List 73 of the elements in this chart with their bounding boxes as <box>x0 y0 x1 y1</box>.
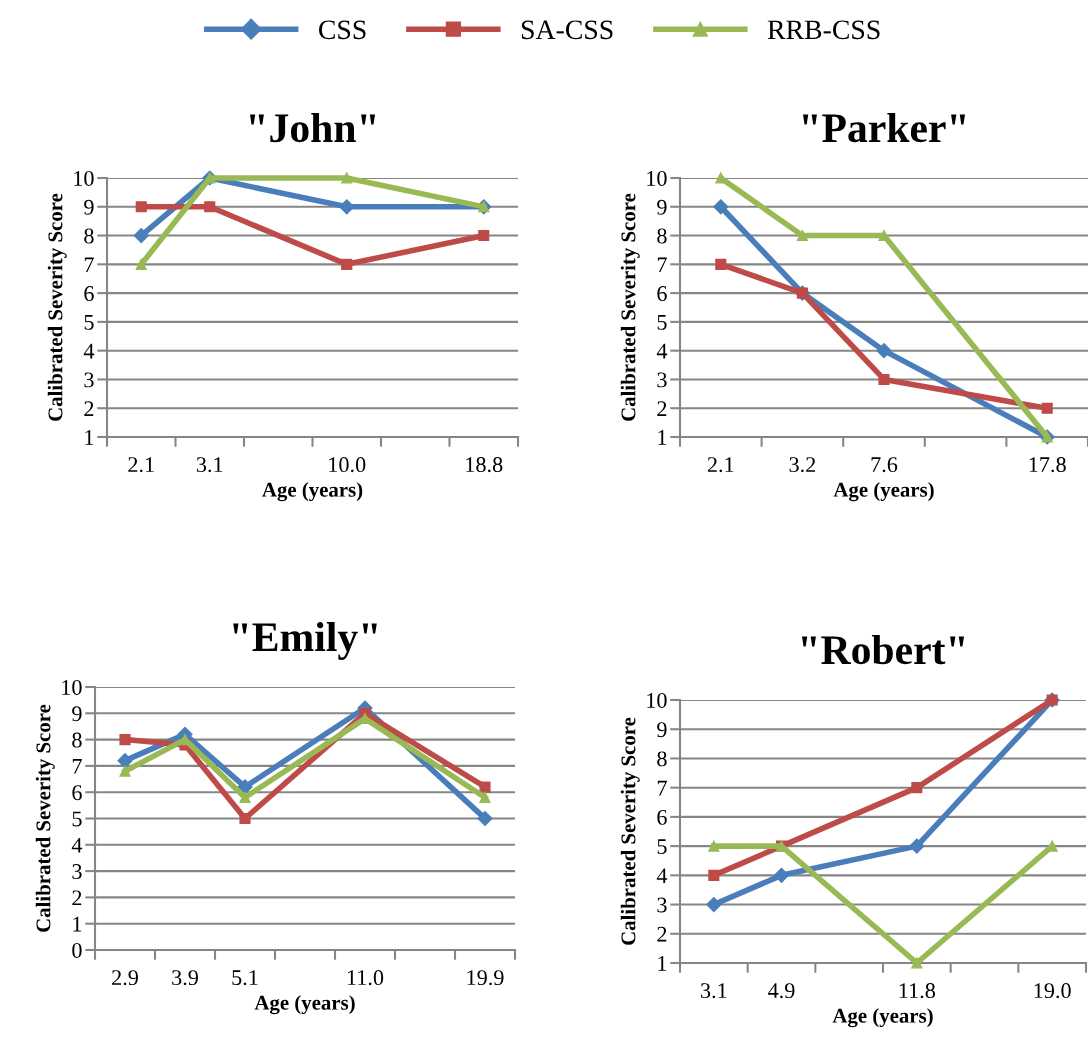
y-tick-label: 5 <box>84 315 94 330</box>
y-tick-label: 1 <box>73 916 82 932</box>
chart-title: "Emily" <box>233 621 377 660</box>
y-tick-label: 7 <box>72 759 82 774</box>
y-tick-label: 3 <box>72 864 82 880</box>
x-tick-label: 3.1 <box>701 983 727 999</box>
legend-label: SA-CSS <box>521 20 613 40</box>
y-tick-label: 8 <box>657 228 667 244</box>
y-tick-label: 9 <box>657 199 667 215</box>
y-tick-label: 8 <box>657 751 667 767</box>
x-tick-label: 2.9 <box>112 970 138 986</box>
x-tick-label: 2.1 <box>128 457 154 473</box>
y-tick-label: 3 <box>657 897 667 913</box>
chart-title: "John" <box>249 112 376 143</box>
x-tick-label: 19.9 <box>467 970 504 986</box>
chart-title: "Parker" <box>803 112 965 143</box>
y-axis-title: Calibrated Severity Score <box>47 193 67 421</box>
x-axis-title: Age (years) <box>262 482 363 502</box>
y-tick-label: 10 <box>74 170 94 186</box>
y-tick-label: 4 <box>656 343 668 359</box>
y-tick-label: 4 <box>83 343 95 359</box>
chart-title: "Robert" <box>802 634 965 665</box>
y-tick-label: 9 <box>84 199 94 215</box>
x-tick-label: 11.0 <box>347 970 384 986</box>
y-tick-label: 6 <box>84 286 94 302</box>
y-tick-label: 3 <box>84 372 94 388</box>
x-tick-label: 2.1 <box>707 457 734 473</box>
y-tick-label: 6 <box>72 785 82 801</box>
y-tick-label: 0 <box>72 942 82 958</box>
y-tick-label: 9 <box>72 706 82 722</box>
y-tick-label: 10 <box>647 692 667 708</box>
y-tick-label: 4 <box>71 837 83 853</box>
legend-label: RRB-CSS <box>767 20 880 40</box>
y-tick-label: 1 <box>658 956 667 971</box>
x-tick-label: 7.6 <box>871 457 898 473</box>
y-axis-title: Calibrated Severity Score <box>620 193 640 421</box>
y-tick-label: 6 <box>657 286 667 302</box>
y-tick-label: 10 <box>62 679 82 695</box>
y-tick-label: 5 <box>72 811 82 827</box>
x-axis-title: Age (years) <box>833 482 934 502</box>
y-axis-title: Calibrated Severity Score <box>35 704 55 932</box>
x-axis-title: Age (years) <box>254 995 355 1015</box>
y-tick-label: 4 <box>656 868 668 884</box>
y-tick-label: 1 <box>85 430 94 445</box>
y-axis-title: Calibrated Severity Score <box>620 717 640 945</box>
legend-label: CSS <box>318 20 366 40</box>
y-tick-label: 2 <box>84 401 94 416</box>
x-axis-title: Age (years) <box>832 1008 933 1028</box>
y-tick-label: 2 <box>72 890 82 906</box>
x-tick-label: 5.1 <box>232 970 258 986</box>
y-tick-label: 7 <box>657 257 667 273</box>
y-tick-label: 5 <box>657 315 667 330</box>
y-tick-label: 5 <box>657 839 667 855</box>
x-tick-label: 17.8 <box>1029 457 1066 473</box>
x-tick-label: 3.9 <box>172 970 198 986</box>
x-tick-label: 3.2 <box>789 457 816 473</box>
y-tick-label: 3 <box>657 372 667 388</box>
x-tick-label: 11.8 <box>899 983 936 999</box>
x-tick-label: 4.9 <box>768 983 795 999</box>
x-tick-label: 10.0 <box>329 457 366 473</box>
y-tick-label: 6 <box>657 809 667 825</box>
x-tick-label: 18.8 <box>466 457 503 473</box>
y-tick-label: 8 <box>84 228 94 244</box>
x-tick-label: 19.0 <box>1034 983 1071 999</box>
y-tick-label: 1 <box>658 430 667 445</box>
y-tick-label: 7 <box>84 257 94 273</box>
y-tick-label: 8 <box>72 732 82 748</box>
y-tick-label: 10 <box>647 170 667 186</box>
y-tick-label: 9 <box>657 722 667 738</box>
y-tick-label: 2 <box>657 401 667 416</box>
y-tick-label: 2 <box>657 926 667 942</box>
y-tick-label: 7 <box>657 780 667 796</box>
x-tick-label: 3.1 <box>196 457 223 473</box>
